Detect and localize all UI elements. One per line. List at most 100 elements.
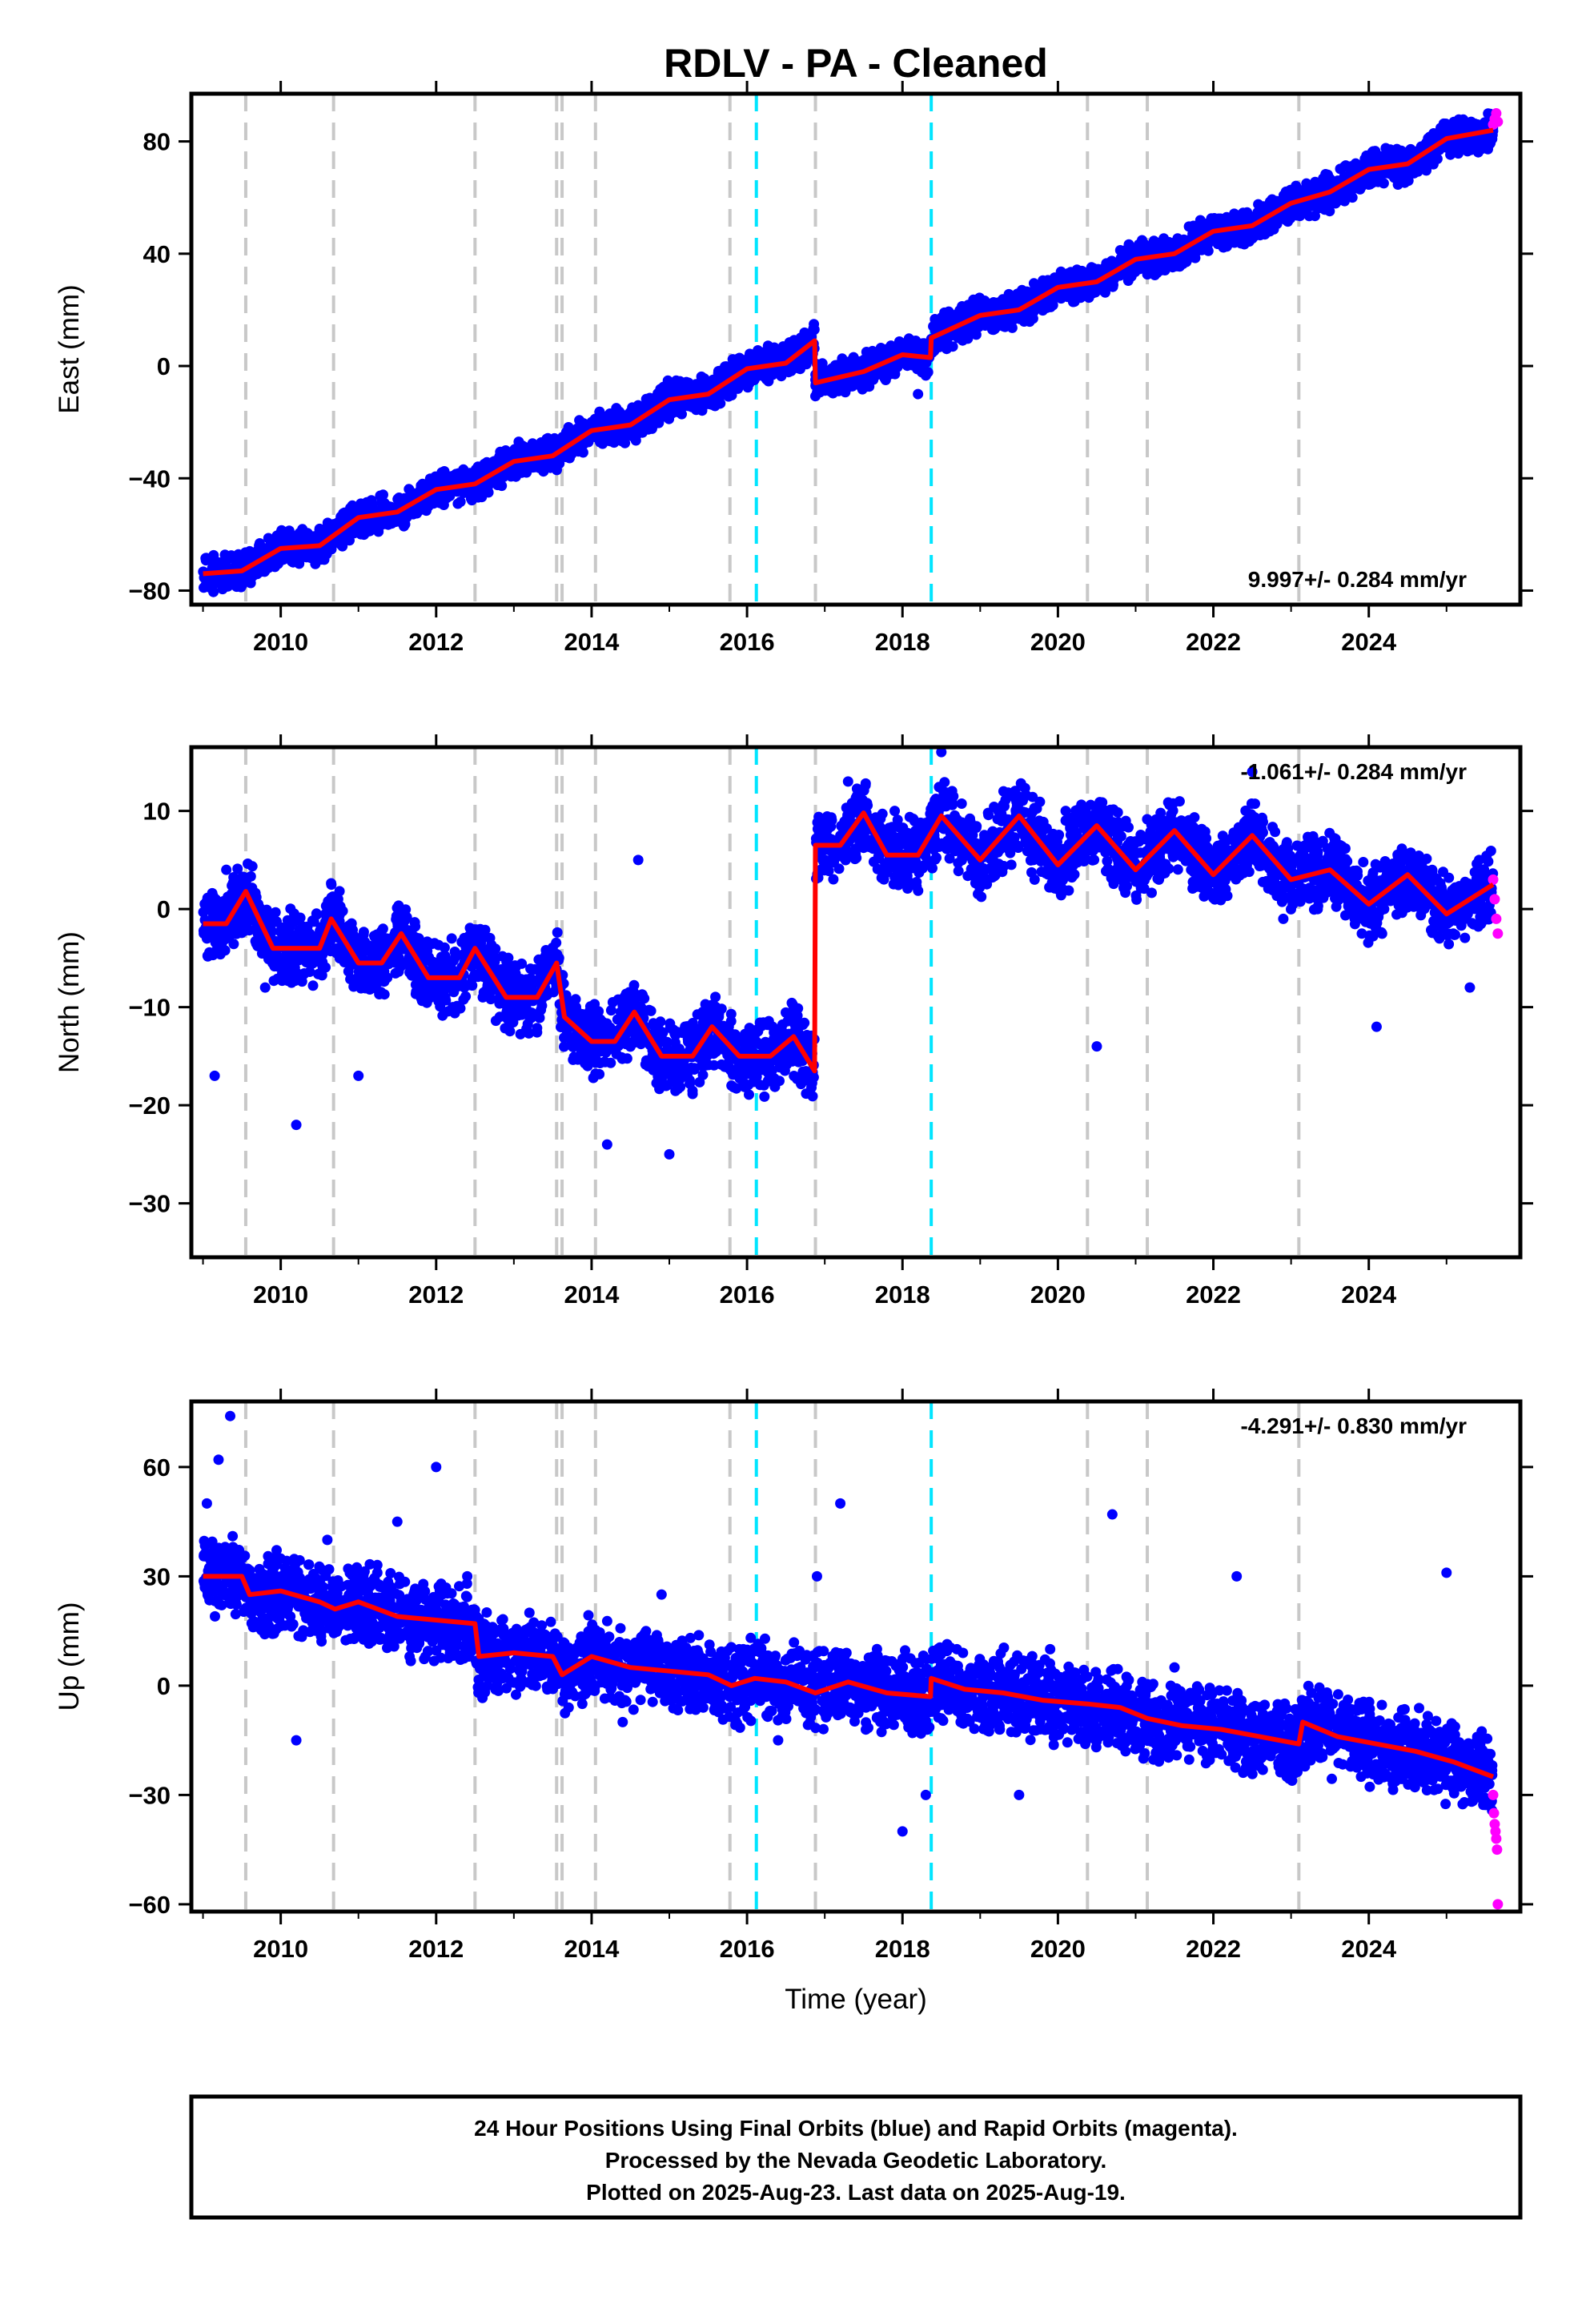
final-orbit-point <box>227 926 239 937</box>
final-orbit-point <box>200 553 211 564</box>
final-orbit-point <box>373 526 384 537</box>
final-orbit-point <box>275 532 287 543</box>
final-orbit-point <box>469 489 480 501</box>
final-orbit-point <box>412 508 423 519</box>
final-orbit-point <box>842 382 853 393</box>
final-orbit-point <box>228 579 239 590</box>
final-orbit-point <box>410 921 421 932</box>
final-orbit-point <box>817 358 828 369</box>
final-orbit-point <box>258 543 269 553</box>
final-orbit-point <box>1301 178 1312 189</box>
y-tick-label: 40 <box>143 240 171 268</box>
final-orbit-point <box>326 879 337 891</box>
final-orbit-point <box>632 400 644 411</box>
final-orbit-point <box>317 949 328 960</box>
final-orbit-point <box>684 399 695 410</box>
final-orbit-point <box>245 870 256 882</box>
final-orbit-point <box>333 946 344 957</box>
final-orbit-point <box>1448 125 1460 136</box>
final-orbit-point <box>990 323 1001 334</box>
final-orbit-point <box>219 580 230 591</box>
final-orbit-point <box>1483 143 1493 155</box>
final-orbit-point <box>714 365 725 376</box>
final-orbit-point <box>627 431 638 442</box>
y-axis-label: East (mm) <box>54 284 85 413</box>
final-orbit-point <box>243 858 253 869</box>
rapid-orbit-point <box>1492 116 1504 127</box>
final-orbit-point <box>204 947 215 958</box>
x-tick-label: 2020 <box>1030 628 1086 656</box>
final-orbit-point <box>785 365 797 376</box>
final-orbit-point <box>355 529 367 540</box>
final-orbit-point <box>285 903 296 915</box>
final-orbit-point <box>358 927 369 938</box>
final-orbit-point <box>339 513 350 525</box>
final-orbit-point <box>540 444 551 456</box>
final-orbit-point <box>337 906 348 917</box>
final-orbit-point <box>253 935 263 947</box>
final-orbit-point <box>242 917 253 928</box>
final-orbit-point <box>379 499 391 510</box>
final-orbit-point <box>1389 170 1400 181</box>
x-tick-label: 2022 <box>1186 628 1241 656</box>
final-orbit-point <box>600 414 612 425</box>
final-orbit-point <box>379 989 390 1000</box>
final-orbit-point <box>1068 288 1079 300</box>
final-orbit-point <box>1137 262 1147 273</box>
final-orbit-point <box>613 412 624 424</box>
final-orbit-point <box>655 384 666 395</box>
final-orbit-point <box>1239 215 1250 226</box>
final-orbit-point <box>563 422 574 432</box>
final-orbit-point <box>268 975 279 987</box>
x-tick-label: 2010 <box>253 628 308 656</box>
final-orbit-point <box>1378 178 1389 189</box>
final-orbit-point <box>219 944 230 955</box>
final-orbit-point <box>1472 119 1484 131</box>
final-orbit-point <box>1458 114 1469 125</box>
final-orbit-point <box>379 973 391 983</box>
y-tick-label: −80 <box>128 577 171 605</box>
final-orbit-point <box>1403 175 1414 187</box>
final-orbit-point <box>982 317 992 328</box>
final-orbit-point <box>299 551 310 562</box>
final-orbit-point <box>283 975 293 987</box>
x-tick-label: 2014 <box>564 628 620 656</box>
final-orbit-point <box>1108 279 1118 291</box>
final-orbit-point <box>1380 143 1391 154</box>
final-orbit-point <box>318 963 329 974</box>
final-orbit-point <box>278 935 289 946</box>
final-orbit-point <box>314 523 325 534</box>
final-orbit-point <box>920 370 931 381</box>
final-orbit-point <box>423 501 434 512</box>
final-orbit-point <box>271 955 282 966</box>
final-orbit-point <box>222 551 233 562</box>
final-orbit-point <box>1218 242 1229 253</box>
y-tick-label: −40 <box>128 464 171 493</box>
final-orbit-point <box>1367 146 1379 157</box>
final-orbit-point <box>400 904 412 915</box>
final-orbit-point <box>377 923 388 935</box>
y-tick-label: 0 <box>157 352 171 380</box>
x-tick-label: 2016 <box>720 628 775 656</box>
final-orbit-point <box>437 496 448 506</box>
final-orbit-point <box>516 444 528 456</box>
final-orbit-point <box>1188 246 1199 257</box>
final-orbit-point <box>393 966 404 977</box>
final-orbit-point <box>303 955 314 967</box>
final-orbit-point <box>489 476 500 487</box>
final-orbit-point <box>995 296 1006 308</box>
final-orbit-point <box>609 431 620 442</box>
final-orbit-point <box>213 903 224 915</box>
final-orbit-point <box>1480 134 1492 145</box>
final-orbit-point <box>283 957 294 968</box>
final-orbit-point <box>433 958 444 969</box>
final-orbit-point <box>656 411 667 422</box>
final-orbit-point <box>236 580 247 591</box>
final-orbit-point <box>1339 161 1351 172</box>
final-orbit-point <box>359 983 371 994</box>
final-orbit-point <box>287 557 299 568</box>
velocity-rate-label: 9.997+/- 0.284 mm/yr <box>1248 567 1467 592</box>
final-orbit-point <box>259 562 271 573</box>
